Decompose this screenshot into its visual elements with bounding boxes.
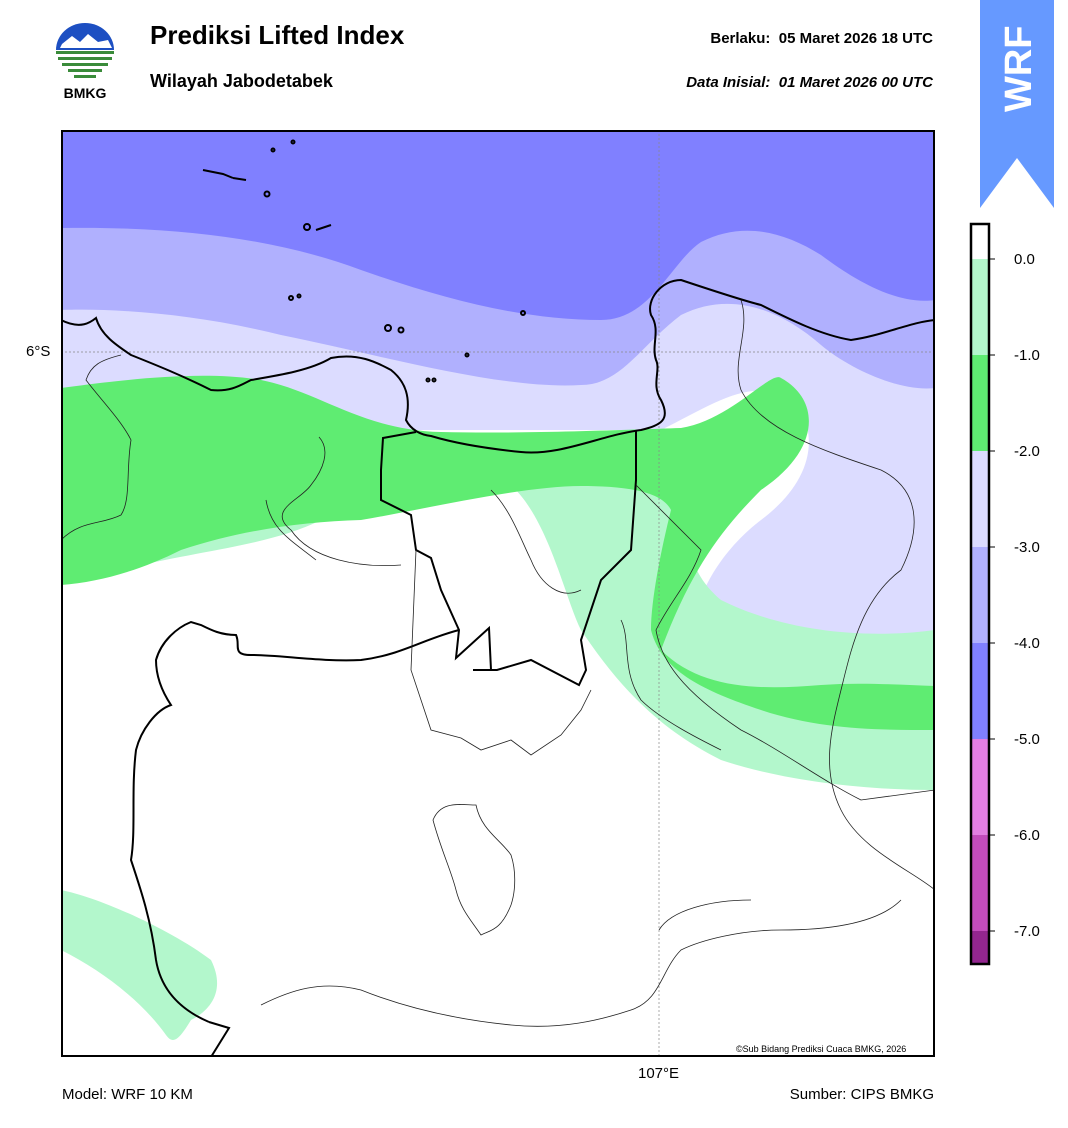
- legend-swatch-4: [971, 643, 989, 739]
- legend-tick: -4.0: [1014, 635, 1040, 652]
- model-label: Model: WRF 10 KM: [62, 1086, 193, 1103]
- lon-tick-label: 107°E: [638, 1065, 680, 1082]
- legend-swatch-3: [971, 547, 989, 643]
- legend-swatch-2: [971, 451, 989, 547]
- legend-swatch-positive: [971, 224, 989, 259]
- band-white-notch: [451, 604, 591, 685]
- bmkg-logo: BMKG: [52, 20, 118, 102]
- wrf-badge: WRF: [980, 0, 1054, 210]
- logo-text: BMKG: [64, 85, 107, 101]
- regency-boundaries: [60, 299, 936, 1027]
- legend-swatch-0: [971, 259, 989, 355]
- legend-tick: 0.0: [1014, 251, 1035, 268]
- band-light-green: [61, 450, 935, 790]
- legend-tick: -5.0: [1014, 731, 1040, 748]
- legend-frame: [969, 222, 991, 966]
- legend-tick: -2.0: [1014, 443, 1040, 460]
- valid-label: Berlaku:: [710, 30, 771, 47]
- source-label: Sumber: CIPS BMKG: [789, 1086, 934, 1103]
- lifted-index-legend: 0.0 -1.0 -2.0 -3.0 -4.0 -5.0 -6.0 -7.0: [965, 222, 1068, 968]
- badge-text: WRF: [998, 25, 1040, 112]
- legend-tick: -3.0: [1014, 539, 1040, 556]
- coastline: [60, 278, 936, 454]
- band-blue: [61, 130, 935, 320]
- page-subtitle: Wilayah Jabodetabek: [150, 71, 333, 91]
- valid-time-row: Berlaku: 05 Maret 2026 18 UTC: [710, 30, 933, 47]
- legend-swatch-6: [971, 835, 989, 931]
- legend-tick: -6.0: [1014, 827, 1040, 844]
- map-frame: [61, 130, 935, 1057]
- lat-tick-label: 6°S: [26, 343, 51, 360]
- bmkg-logo-icon: BMKG: [56, 23, 114, 101]
- province-boundaries: [129, 430, 637, 1058]
- map-credit: ©Sub Bidang Prediksi Cuaca BMKG, 2026: [736, 1044, 907, 1054]
- badge-shape: [980, 0, 1054, 208]
- init-time-row: Data Inisial: 01 Maret 2026 00 UTC: [686, 74, 933, 91]
- init-value: 01 Maret 2026 00 UTC: [778, 74, 933, 91]
- lifted-index-map: [60, 130, 936, 1058]
- legend-tick: -1.0: [1014, 347, 1040, 364]
- legend-swatch-1: [971, 355, 989, 451]
- page-title: Prediksi Lifted Index: [150, 20, 405, 50]
- legend-tick: -7.0: [1014, 923, 1040, 940]
- legend-swatch-5: [971, 739, 989, 835]
- band-green: [61, 375, 935, 730]
- valid-value: 05 Maret 2026 18 UTC: [778, 30, 933, 47]
- islands: [202, 139, 526, 383]
- legend-swatch-7: [971, 931, 989, 964]
- init-label: Data Inisial:: [686, 74, 771, 91]
